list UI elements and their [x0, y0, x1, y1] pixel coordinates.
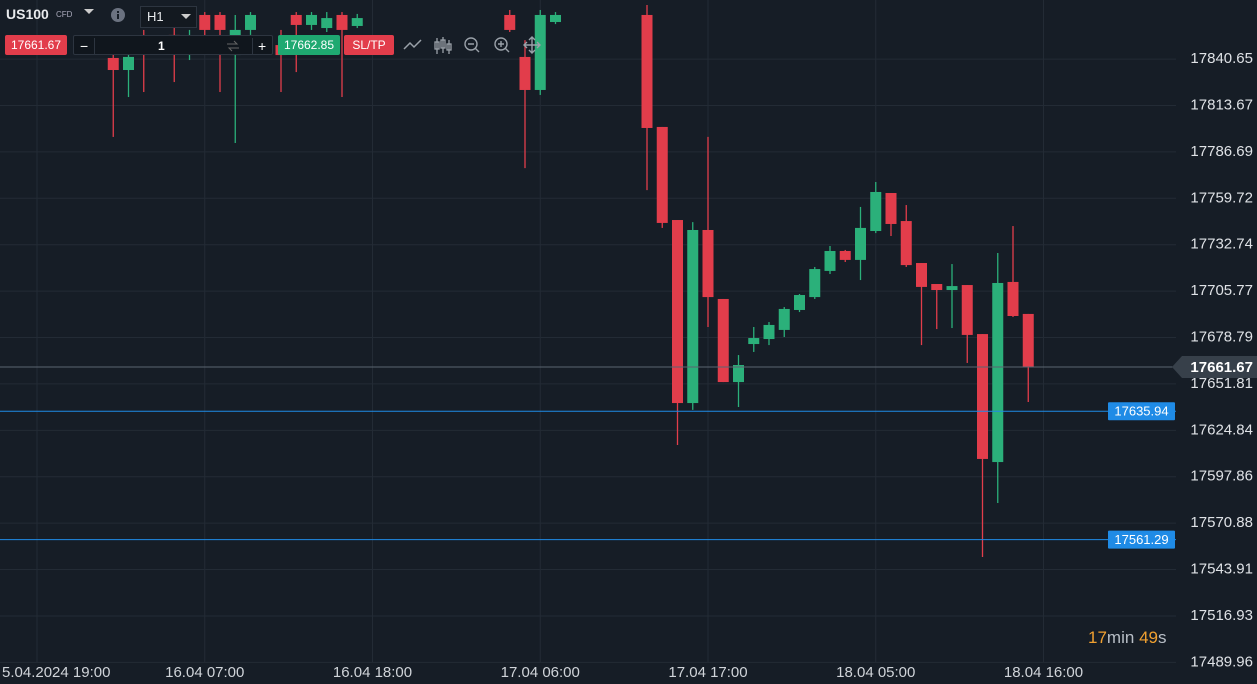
minutes-unit: min	[1106, 628, 1135, 647]
zoom-in-icon[interactable]	[494, 37, 510, 53]
y-tick-label: 17543.91	[1190, 561, 1253, 578]
y-tick-label: 17624.84	[1190, 421, 1253, 438]
buy-button[interactable]: 17662.85	[278, 35, 340, 55]
plus[interactable]: +	[258, 38, 267, 54]
candle-body	[839, 250, 851, 260]
y-tick-label: 17786.69	[1190, 143, 1253, 160]
candle-body	[351, 18, 363, 26]
candle-body	[931, 284, 943, 291]
seconds-unit: s	[1157, 628, 1167, 647]
current-price-badge	[1172, 355, 1257, 378]
y-tick-label: 17705.77	[1190, 282, 1253, 299]
grid	[0, 0, 1176, 663]
candle-body	[214, 14, 226, 30]
candle-body	[1007, 281, 1019, 317]
candle-body	[641, 14, 653, 128]
timeframe-arrow	[181, 14, 191, 19]
candle-body	[794, 295, 805, 310]
candle-body	[946, 286, 958, 291]
candle-body	[656, 126, 668, 223]
symbol[interactable]: US100	[6, 6, 49, 22]
candle-body	[519, 56, 531, 90]
candle-body	[504, 14, 516, 30]
candle-body	[961, 285, 973, 335]
countdown: 17min 49s	[1088, 628, 1166, 648]
overlay: 17840.65 17813.67 17786.69 17759.72 17732.74…	[2, 50, 1257, 681]
candle-body	[885, 193, 897, 224]
move-icon[interactable]	[523, 36, 541, 54]
price-line-badge	[1108, 530, 1175, 549]
candle-body	[717, 298, 729, 383]
candle-body	[809, 269, 821, 298]
candle-body	[199, 14, 211, 30]
candle-body	[870, 191, 882, 232]
y-tick-label: 17732.74	[1190, 236, 1253, 253]
sell-button[interactable]: 17661.67	[5, 35, 67, 55]
y-tick-label: 17516.93	[1190, 607, 1253, 624]
candle-body	[855, 227, 866, 260]
y-tick-label: 17651.81	[1190, 375, 1253, 392]
symbol-type: CFD	[56, 10, 73, 19]
candle-body	[748, 338, 760, 345]
candle-body	[702, 229, 714, 298]
candle-body	[245, 14, 256, 30]
swap-icon[interactable]	[226, 40, 240, 52]
candle-body	[900, 221, 912, 266]
sltp-button[interactable]: SL/TP	[344, 35, 394, 55]
minus[interactable]: −	[80, 38, 89, 54]
candle-body	[534, 14, 546, 90]
symbol-dropdown[interactable]	[84, 9, 94, 15]
candle-body	[123, 56, 134, 71]
price-line-badge	[1108, 402, 1175, 421]
y-tick-label: 17759.72	[1190, 189, 1253, 206]
y-tick-label: 17489.96	[1190, 653, 1253, 670]
candle-body	[290, 14, 302, 25]
zoom-out-icon[interactable]	[464, 37, 480, 53]
x-tick-label: 18.04 05:00	[836, 664, 915, 681]
x-tick-label: 16.04 18:00	[333, 664, 412, 681]
timeframe: H1	[147, 9, 164, 24]
y-tick-label: 17840.65	[1190, 50, 1253, 67]
candle-body	[336, 14, 348, 30]
candle-body	[992, 282, 1004, 463]
x-tick-label: 17.04 06:00	[501, 664, 580, 681]
y-tick-label: 17570.88	[1190, 514, 1253, 531]
candle-body	[107, 57, 119, 71]
quantity[interactable]: 1	[158, 39, 165, 53]
candle-body	[306, 14, 317, 25]
quantity-box: − 1 +	[73, 35, 273, 55]
x-tick-label: 17.04 17:00	[668, 664, 747, 681]
candle-body	[550, 14, 561, 23]
candle-body	[778, 308, 790, 330]
y-tick-label: 17597.86	[1190, 468, 1253, 485]
y-tick-label: 17678.79	[1190, 328, 1253, 345]
candle-chart-icon[interactable]	[434, 37, 452, 54]
chart-tools	[403, 36, 541, 54]
x-tick-label: 5.04.2024 19:00	[2, 664, 110, 681]
candle-body	[977, 334, 988, 459]
price-line-label: 17561.29	[1114, 532, 1168, 547]
current-price-label: 17661.67	[1190, 359, 1253, 376]
candle-body	[687, 229, 699, 404]
info-icon[interactable]	[110, 7, 126, 23]
candle-body	[1022, 313, 1034, 367]
seconds: 49	[1139, 628, 1158, 647]
candle-body	[763, 324, 775, 340]
price-line-label: 17635.94	[1114, 404, 1168, 419]
x-tick-label: 18.04 16:00	[1004, 664, 1083, 681]
candle-body	[672, 220, 683, 404]
y-tick-label: 17813.67	[1190, 96, 1253, 113]
x-tick-label: 16.04 07:00	[165, 664, 244, 681]
timeframe-select[interactable]: H1	[140, 6, 197, 28]
candle-body	[321, 18, 333, 29]
minutes: 17	[1088, 628, 1107, 647]
plot	[0, 4, 1176, 558]
candle-body	[916, 263, 927, 287]
candle-body	[824, 250, 836, 271]
candle-body	[733, 365, 744, 383]
line-chart-icon[interactable]	[403, 39, 422, 50]
